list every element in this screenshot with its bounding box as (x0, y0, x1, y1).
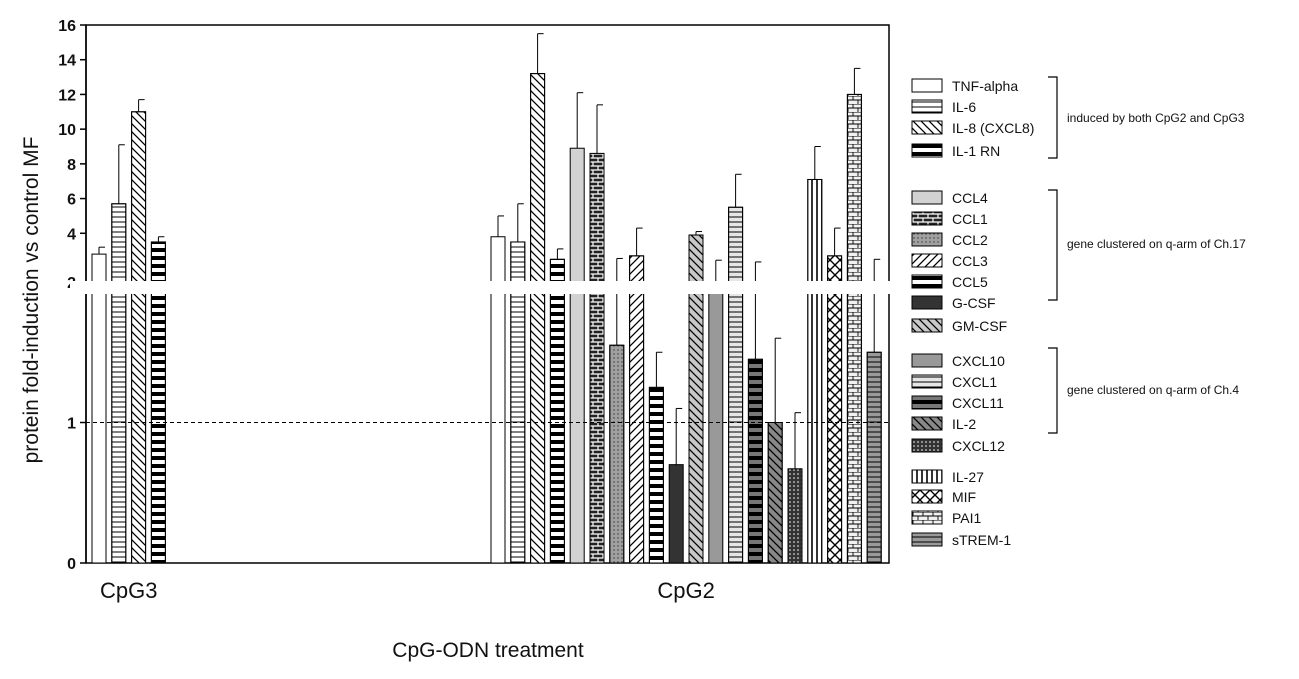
legend-label: IL-27 (952, 469, 984, 485)
y-tick-label: 14 (58, 53, 76, 70)
bar-pattern (648, 386, 664, 564)
legend-swatch-pattern (911, 438, 943, 453)
bar-tnf-alpha (91, 253, 107, 564)
y-tick-label: 16 (58, 18, 76, 35)
legend-swatch-pattern (911, 143, 943, 158)
bar-pattern (589, 152, 605, 564)
y-tick-label: 6 (67, 192, 76, 209)
legend-label: IL-8 (CXCL8) (952, 120, 1034, 136)
y-axis-title: protein fold-induction vs control MF (20, 137, 43, 464)
legend-swatch-pattern (911, 510, 943, 525)
legend-swatch-pattern (911, 395, 943, 410)
legend-label: sTREM-1 (952, 532, 1011, 548)
legend-swatch (911, 295, 943, 310)
y-axis: 01246810121416 (58, 18, 87, 573)
bar-g-csf (668, 464, 684, 564)
legend-label: CXCL12 (952, 438, 1005, 454)
bar-pattern (549, 258, 565, 564)
bar-pattern (767, 422, 783, 564)
x-axis-title: CpG-ODN treatment (392, 639, 584, 662)
x-category-label: CpG3 (100, 578, 157, 603)
legend-swatch-pattern (911, 211, 943, 226)
legend-label: CCL4 (952, 190, 988, 206)
bar-pattern (866, 351, 882, 564)
legend-bracket (1048, 347, 1058, 434)
legend-bracket (1048, 76, 1058, 159)
bar-pattern (846, 93, 862, 564)
bar-pattern (827, 255, 843, 564)
legend-swatch-pattern (911, 232, 943, 247)
legend-group-note: gene clustered on q-arm of Ch.17 (1067, 237, 1246, 251)
legend-swatch-pattern (911, 253, 943, 268)
legend-swatch-pattern (911, 416, 943, 431)
legend-label: MIF (952, 489, 976, 505)
legend-group-note: induced by both CpG2 and CpG3 (1067, 111, 1245, 125)
legend-swatch (911, 78, 943, 93)
legend-swatch-pattern (911, 469, 943, 484)
legend-label: TNF-alpha (952, 78, 1018, 94)
bar-pattern (609, 344, 625, 564)
legend-label: CXCL10 (952, 353, 1005, 369)
legend-label: IL-6 (952, 99, 976, 115)
y-tick-label: 1 (67, 416, 76, 433)
legend-label: CCL3 (952, 253, 988, 269)
bar-ccl4 (569, 147, 585, 564)
bar-pattern (131, 111, 147, 564)
y-tick-label: 12 (58, 87, 76, 104)
y-tick-label: 4 (67, 226, 76, 243)
legend-label: IL-1 RN (952, 143, 1000, 159)
legend-label: CCL1 (952, 211, 988, 227)
axis-break (70, 281, 900, 294)
bar-pattern (530, 73, 546, 564)
legend-swatch-pattern (911, 374, 943, 389)
x-axis-categories: CpG3 CpG2 (100, 578, 715, 603)
legend-swatch-pattern (911, 532, 943, 547)
legend-label: CCL2 (952, 232, 988, 248)
legend: TNF-alpha IL-6 IL-8 (CXCL8) IL-1 RN induced … (911, 76, 1246, 548)
bar-pattern (111, 203, 127, 564)
legend-label: G-CSF (952, 295, 996, 311)
bar-pattern (787, 468, 803, 564)
legend-label: IL-2 (952, 416, 976, 432)
y-tick-label: 0 (67, 556, 76, 573)
bar-pattern (807, 178, 823, 564)
bar-pattern (629, 255, 645, 564)
legend-group-note: gene clustered on q-arm of Ch.4 (1067, 383, 1239, 397)
bar-pattern (728, 206, 744, 564)
bar-cxcl10 (708, 288, 724, 564)
legend-label: CXCL11 (952, 395, 1004, 411)
legend-swatch-pattern (911, 99, 943, 114)
legend-swatch (911, 190, 943, 205)
legend-swatch-pattern (911, 318, 943, 333)
legend-swatch-pattern (911, 489, 943, 504)
legend-label: CXCL1 (952, 374, 997, 390)
legend-label: GM-CSF (952, 318, 1007, 334)
legend-label: PAI1 (952, 510, 982, 526)
bars-layer (91, 33, 882, 564)
y-tick-label: 8 (67, 157, 76, 174)
bar-pattern (747, 358, 763, 564)
legend-swatch-pattern (911, 120, 943, 135)
legend-bracket (1048, 189, 1058, 301)
legend-swatch (911, 353, 943, 368)
y-tick-label: 10 (58, 122, 76, 139)
legend-label: CCL5 (952, 274, 988, 290)
x-category-label: CpG2 (657, 578, 714, 603)
legend-swatch-pattern (911, 274, 943, 289)
